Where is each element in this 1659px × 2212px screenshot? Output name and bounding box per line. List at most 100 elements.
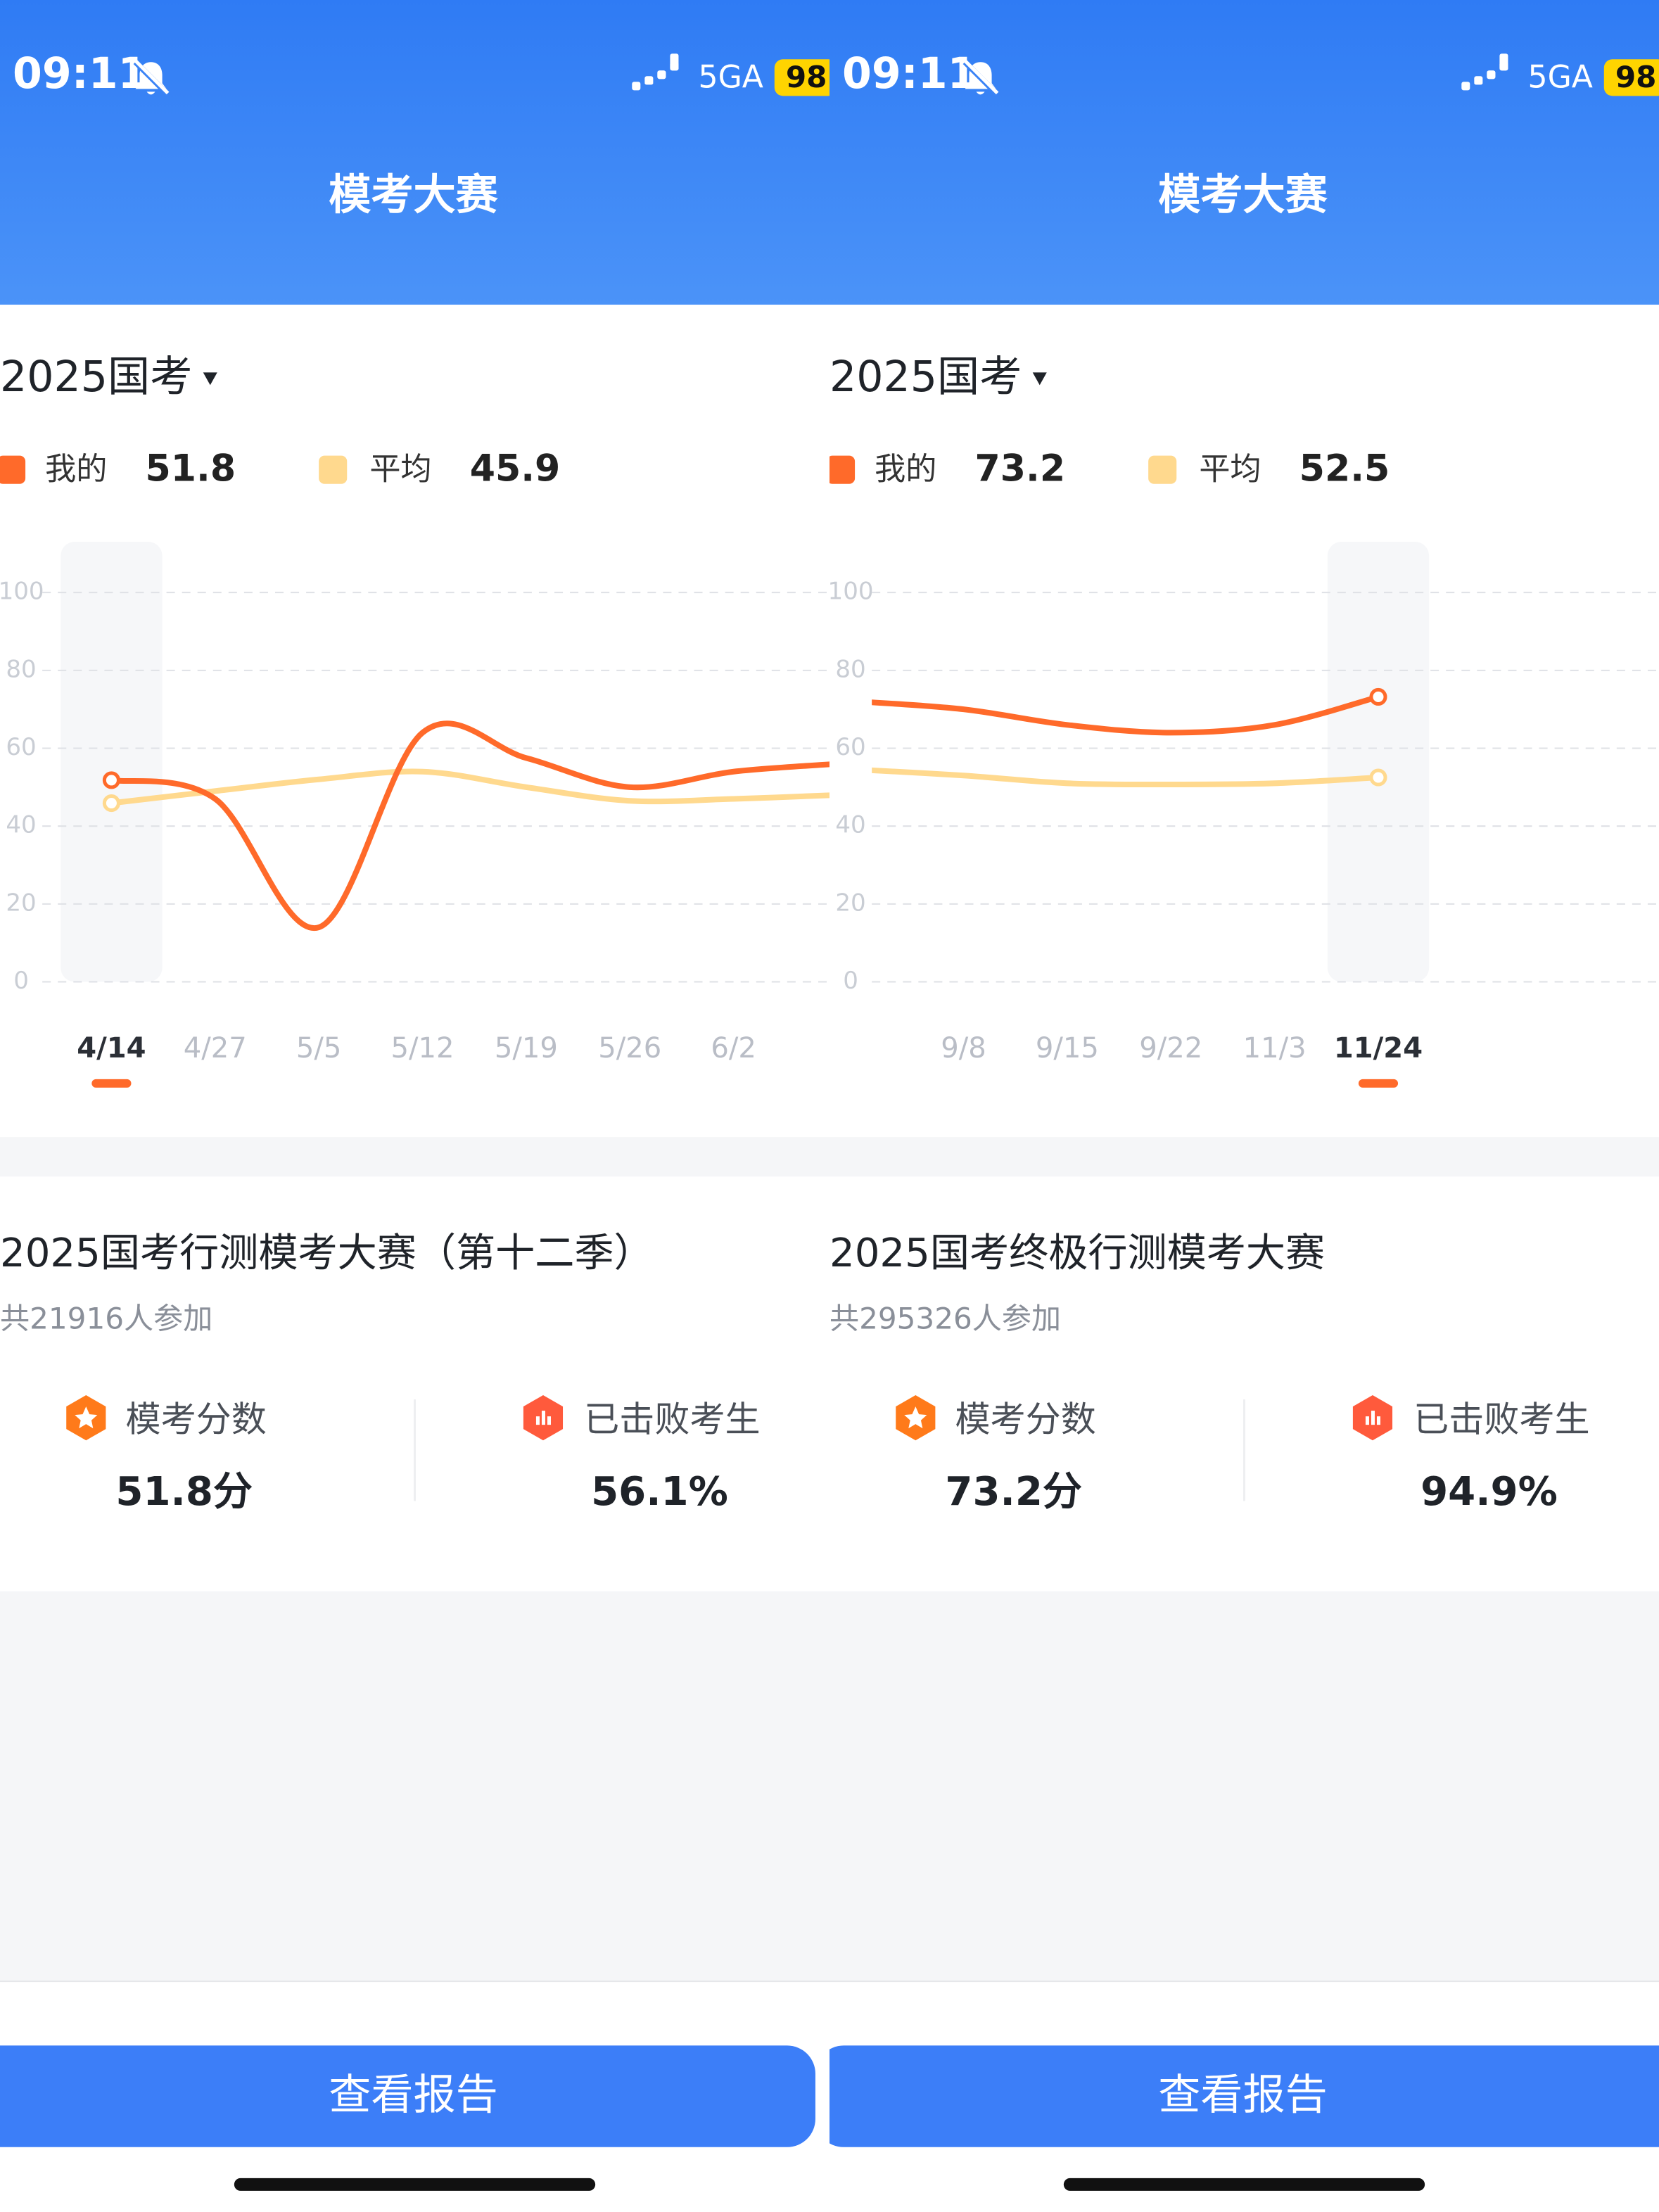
stat-value: 51.8分 [115,1469,253,1515]
exam-selector[interactable]: 2025国考 [0,352,192,402]
stat-value: 94.9% [1420,1469,1558,1515]
x-tick-label[interactable]: 5/5 [296,1032,342,1064]
legend-value: 45.9 [470,448,561,490]
stat-label: 模考分数 [125,1399,266,1440]
icon-bar [1376,1416,1380,1425]
stat-value: 73.2分 [945,1469,1082,1515]
legend-label: 我的 [875,452,936,488]
battery-level: 98 [786,60,827,94]
contest-card [829,1176,1659,1591]
legend-swatch [829,455,856,484]
stat-label: 已击败考生 [1413,1399,1590,1440]
signal-icon [632,53,679,91]
x-tick-label[interactable]: 11/3 [1243,1032,1307,1064]
participants: 共295326人参加 [830,1301,1061,1335]
x-tick-label[interactable]: 9/22 [1139,1032,1202,1064]
plot-area [872,687,1387,788]
selected-point [102,794,120,813]
selected-point [102,771,120,789]
x-tick-label[interactable]: 4/27 [184,1032,247,1064]
score-icon [896,1395,936,1441]
rank-icon [523,1395,564,1441]
exam-selector[interactable]: 2025国考 [830,352,1022,402]
battery-body [774,59,830,96]
legend-label: 平均 [369,452,431,488]
dropdown-arrow [203,372,217,386]
legend-label: 平均 [1199,452,1261,488]
slash [963,59,999,95]
chart-card [829,305,1659,1138]
signal-icon [1461,53,1508,91]
signal-bar [670,53,679,71]
y-tick-label: 40 [6,811,36,839]
x-tick-label[interactable]: 5/26 [598,1032,661,1064]
status-time: 09:11 [13,49,147,98]
contest-title: 2025国考行测模考大赛（第十二季） [0,1231,654,1276]
x-tick-label[interactable]: 5/12 [391,1032,455,1064]
selected-band [61,541,163,982]
icon-bar [547,1416,551,1425]
network-type: 5GA [1528,59,1593,95]
signal-bar [1499,53,1508,71]
signal-bar [1487,70,1496,80]
icon-star [904,1406,927,1429]
y-tick-label: 100 [0,578,44,606]
x-tick-label[interactable]: 5/19 [495,1032,558,1064]
selected-point [1369,768,1387,787]
selected-point [1369,687,1387,706]
battery-body [1603,59,1659,96]
y-tick-label: 40 [835,811,865,839]
signal-bar [644,82,654,85]
x-tick-label[interactable]: 11/24 [1334,1032,1423,1064]
report-button[interactable] [0,2045,815,2147]
x-tick-label[interactable]: 4/14 [77,1032,146,1064]
y-tick-label: 80 [835,655,865,683]
score-icon [66,1395,106,1441]
series-line [108,768,830,806]
y-tick-label: 60 [6,733,36,761]
header-background [829,0,1659,305]
y-tick-label: 100 [830,578,874,606]
rank-icon [1352,1395,1393,1441]
contest-title: 2025国考终极行测模考大赛 [830,1231,1325,1276]
x-tick-label[interactable]: 9/8 [941,1032,986,1064]
home-indicator [1063,2178,1425,2191]
icon-bar [1371,1411,1375,1425]
icon-bar [541,1411,545,1425]
y-tick-label: 20 [835,889,865,917]
series-line [872,767,1381,788]
y-tick-label: 0 [13,967,29,995]
y-tick-label: 80 [6,655,36,683]
mute-icon [133,59,170,97]
stat-label: 模考分数 [955,1399,1095,1440]
series-line [872,694,1381,736]
header-title: 模考大赛 [1158,170,1328,220]
contest-card [0,1176,830,1591]
legend-swatch [0,455,26,484]
mute-icon [962,59,1000,97]
stat-label: 已击败考生 [584,1399,761,1440]
legend-label: 我的 [45,452,107,488]
signal-bar [632,82,641,91]
x-tick-label[interactable]: 9/15 [1036,1032,1099,1064]
series-line [108,720,830,932]
home-indicator [234,2178,596,2191]
signal-bar [657,70,666,80]
participants: 共21916人参加 [0,1301,212,1335]
selected-indicator [1358,1079,1399,1088]
status-time: 09:11 [842,49,977,98]
button-label: 查看报告 [329,2071,498,2120]
signal-bar [1461,82,1470,91]
y-tick-label: 60 [835,733,865,761]
selected-indicator [91,1079,132,1088]
icon-star [75,1406,98,1429]
x-tick-label[interactable]: 6 [828,1032,830,1064]
x-tick-label[interactable]: 6/2 [711,1032,756,1064]
y-tick-label: 20 [6,889,36,917]
report-button[interactable] [829,2045,1659,2147]
icon-bar [1365,1416,1369,1425]
